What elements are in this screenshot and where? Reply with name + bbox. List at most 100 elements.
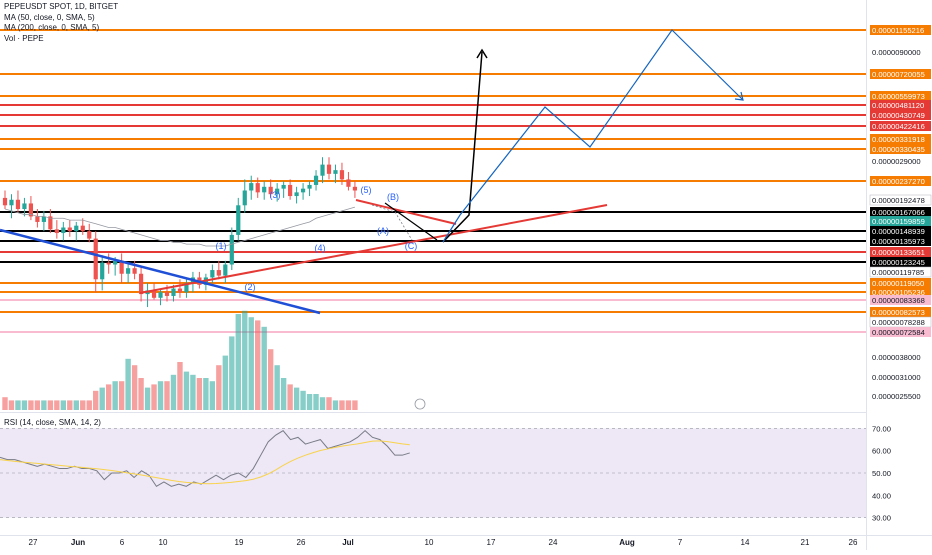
resistance-trendline <box>355 199 457 225</box>
volume-legend: Vol · PEPE <box>4 33 44 43</box>
candle-body <box>210 270 215 278</box>
candle-body <box>119 260 124 274</box>
price-label: 0.00000330435 <box>872 145 925 154</box>
volume-bar <box>287 384 293 410</box>
rsi-line <box>0 430 410 488</box>
candle-body <box>28 203 34 217</box>
wave-label: (2) <box>245 282 256 292</box>
volume-bar <box>15 400 21 410</box>
price-label: 0.00000133651 <box>872 248 925 257</box>
wave-connector <box>371 204 413 241</box>
level-price-tag <box>870 278 931 288</box>
level-price-tag <box>870 176 931 186</box>
volume-bar <box>216 365 222 410</box>
price-label: 0.0000025500 <box>872 392 921 401</box>
candle-body <box>15 199 21 209</box>
candle-body <box>236 205 241 235</box>
level-price-tag <box>870 247 931 257</box>
candle-body <box>48 216 53 230</box>
price-label: 0.0000029000 <box>872 157 921 166</box>
wave-label: (B) <box>387 192 399 202</box>
volume-bar <box>300 390 306 410</box>
wave-label: (5) <box>361 185 372 195</box>
volume-bar <box>177 362 183 410</box>
volume-bar <box>34 400 41 410</box>
volume-bar <box>274 365 280 410</box>
level-price-tag <box>870 110 931 120</box>
candle-body <box>9 199 14 206</box>
price-label: 0.00000192478 <box>872 196 925 205</box>
volume-bar <box>326 397 332 410</box>
volume-bar <box>164 381 170 410</box>
rsi-tick-label: 40.00 <box>872 491 891 500</box>
candle-body <box>307 184 312 189</box>
candle-body <box>61 227 66 234</box>
price-label: 0.00001155216 <box>872 26 924 35</box>
candle-body <box>2 197 8 206</box>
price-label: 0.00000123245 <box>872 258 925 267</box>
volume-settings-icon <box>414 398 426 410</box>
support-trendline <box>139 204 608 294</box>
volume-bar <box>293 387 300 410</box>
candle-body <box>275 188 280 195</box>
volume-layer <box>2 310 426 410</box>
volume-bar <box>306 394 313 410</box>
wave-label: (A) <box>377 226 389 236</box>
candle-body <box>106 262 111 265</box>
volume-bar <box>332 400 339 410</box>
volume-bar <box>280 378 287 410</box>
arrowhead-black <box>476 48 488 59</box>
volume-bar <box>73 400 79 410</box>
price-label: 0.00000331918 <box>872 135 925 144</box>
candle-body <box>54 229 59 234</box>
volume-bar <box>170 374 177 410</box>
chart-legend: PEPEUSDT SPOT, 1D, BITGET MA (50, close,… <box>4 2 118 44</box>
drawings-layer: (1) (2) (3) (4) (5) (A) (B) (C) <box>0 29 744 315</box>
candle-body <box>320 164 325 176</box>
price-axis-layer: 0.00001155216 0.0000090000 0.00000720055 0.… <box>869 25 932 401</box>
rsi-tick-label: 60.00 <box>872 447 891 456</box>
candle-body <box>249 183 254 191</box>
volume-bar <box>41 400 47 410</box>
wave-label: (1) <box>216 241 227 251</box>
candle-body <box>288 184 293 197</box>
price-label: 0.00000237270 <box>872 177 925 186</box>
candle-body <box>326 164 332 174</box>
volume-bar <box>319 397 326 410</box>
candle-body <box>223 264 228 276</box>
descending-trendline <box>0 228 321 315</box>
price-label: 0.00000119050 <box>872 279 924 288</box>
volume-bar <box>255 320 261 410</box>
wave-label: (3) <box>270 190 281 200</box>
ma50-legend: MA (50, close, 0, SMA, 5) <box>4 12 95 22</box>
candle-body <box>333 170 338 174</box>
candle-body <box>229 234 234 265</box>
candle-body <box>132 268 137 274</box>
volume-bar <box>105 384 112 410</box>
volume-bar <box>235 314 241 410</box>
candle-body <box>184 283 189 293</box>
level-price-tag <box>870 307 931 317</box>
candle-body <box>113 260 118 265</box>
volume-bar <box>242 310 248 410</box>
volume-bar <box>118 381 125 410</box>
candles-layer <box>2 157 358 308</box>
rsi-legend: RSI (14, close, SMA, 14, 2) <box>4 418 101 427</box>
time-tick-label: 14 <box>741 538 750 547</box>
time-tick-label: 7 <box>678 538 683 547</box>
price-label: 0.00000148939 <box>872 227 925 236</box>
price-label: 0.0000038000 <box>872 353 921 362</box>
volume-bar <box>313 394 319 410</box>
time-tick-label: 27 <box>29 538 38 547</box>
level-price-tag <box>870 144 931 154</box>
volume-bar <box>352 400 358 410</box>
volume-bar <box>248 317 254 410</box>
price-label: 0.00000135973 <box>872 237 925 246</box>
candle-body <box>67 227 72 232</box>
time-tick-label: Jun <box>71 538 85 547</box>
level-price-tag <box>870 91 931 101</box>
price-label: 0.00000159859 <box>872 217 925 226</box>
volume-bar <box>196 378 203 410</box>
